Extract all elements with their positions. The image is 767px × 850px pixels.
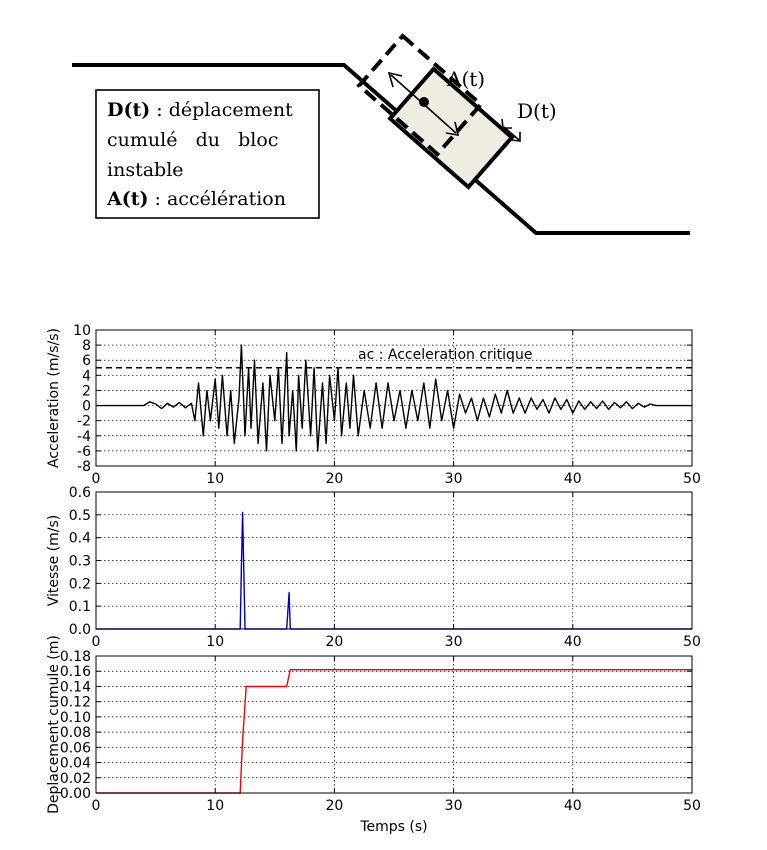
slope-diagram: A(t) D(t) D(t) : déplacement cumulé du b… [72,33,690,235]
block-initial-dashed [356,33,484,157]
y-tick-label: 0.3 [69,554,91,570]
x-tick-label: 20 [325,471,343,487]
x-tick-label: 40 [564,471,582,487]
y-axis-label: Acceleration (m/s/s) [46,328,62,468]
x-tick-label: 50 [683,634,701,650]
legend-line1: D(t) : déplacement [107,99,293,121]
displacement-arrow [503,126,520,141]
y-tick-label: 0.4 [69,531,91,547]
y-tick-label: 0.2 [69,576,91,592]
plot-frame [95,655,693,794]
x-tick-label: 10 [206,471,224,487]
x-tick-label: 20 [325,798,343,814]
x-axis-label: Temps (s) [359,819,427,835]
y-tick-label: 0.18 [60,649,91,665]
displacement-arrowhead-a [501,118,512,129]
x-tick-label: 50 [683,471,701,487]
x-tick-label: 0 [92,634,101,650]
series-line [96,344,692,452]
y-tick-label: 0.02 [60,771,91,787]
x-tick-label: 10 [206,634,224,650]
y-tick-label: 0.16 [60,664,91,680]
y-tick-label: 0.04 [60,756,91,772]
y-tick-label: 2 [82,383,91,399]
x-tick-label: 50 [683,798,701,814]
y-tick-label: 10 [73,323,91,339]
y-tick-label: 0.10 [60,710,91,726]
y-tick-label: 0.12 [60,695,91,711]
acceleration-arrowhead-down [445,121,460,136]
y-tick-label: 8 [82,338,91,354]
label-displacement: D(t) [517,99,557,123]
x-tick-label: 20 [325,634,343,650]
y-tick-label: -6 [77,444,91,460]
y-tick-label: -2 [77,414,91,430]
x-tick-label: 10 [206,798,224,814]
label-acceleration: A(t) [446,67,485,91]
series-line [96,511,692,630]
legend-line2: cumulé du bloc [107,129,278,151]
y-tick-label: 0.1 [69,599,91,615]
y-tick-label: -8 [77,459,91,475]
series-line [96,669,692,794]
acceleration-arrowhead-up [387,71,403,88]
critical-acceleration-label: ac : Acceleration critique [358,347,532,363]
y-tick-label: 0.14 [60,679,91,695]
y-tick-label: 0.0 [69,622,91,638]
y-tick-label: -4 [77,429,91,445]
legend-a-symbol: A(t) [106,188,149,210]
acceleration-arrow [390,74,457,134]
y-axis-label: Vitesse (m/s) [46,515,62,607]
velocity-chart: 0 10 20 30 40 50 0.0 0.1 0.2 0.3 0.4 0.5 0.6 Vitesse … [46,485,701,650]
y-tick-label: 0 [82,399,91,415]
legend-line3: instable [107,159,184,181]
block-centre-dot [419,97,429,107]
y-tick-label: 0.00 [60,786,91,802]
y-tick-label: 4 [82,368,91,384]
legend-box [95,89,320,219]
y-tick-label: 6 [82,353,91,369]
legend-a-text: : accélération [149,188,286,210]
plot-frame [95,329,693,467]
y-tick-label: 0.06 [60,740,91,756]
x-tick-label: 0 [92,471,101,487]
x-tick-label: 30 [445,471,463,487]
y-tick-label: 0.6 [69,485,91,501]
x-tick-label: 40 [564,798,582,814]
legend-line4: A(t) : accélération [106,188,286,210]
y-tick-label: 0.08 [60,725,91,741]
displacement-arrowhead-b [510,132,521,142]
legend-d-symbol: D(t) [107,99,150,121]
y-tick-label: 0.5 [69,508,91,524]
x-tick-label: 30 [445,798,463,814]
x-tick-label: 40 [564,634,582,650]
y-axis-label: Deplacement cumule (m) [46,635,62,814]
displacement-chart: 0 10 20 30 40 500.000.020.040.060.080.100.120… [46,635,701,835]
x-tick-label: 30 [445,634,463,650]
x-tick-label: 0 [92,798,101,814]
legend-d-text: : déplacement [150,99,293,121]
